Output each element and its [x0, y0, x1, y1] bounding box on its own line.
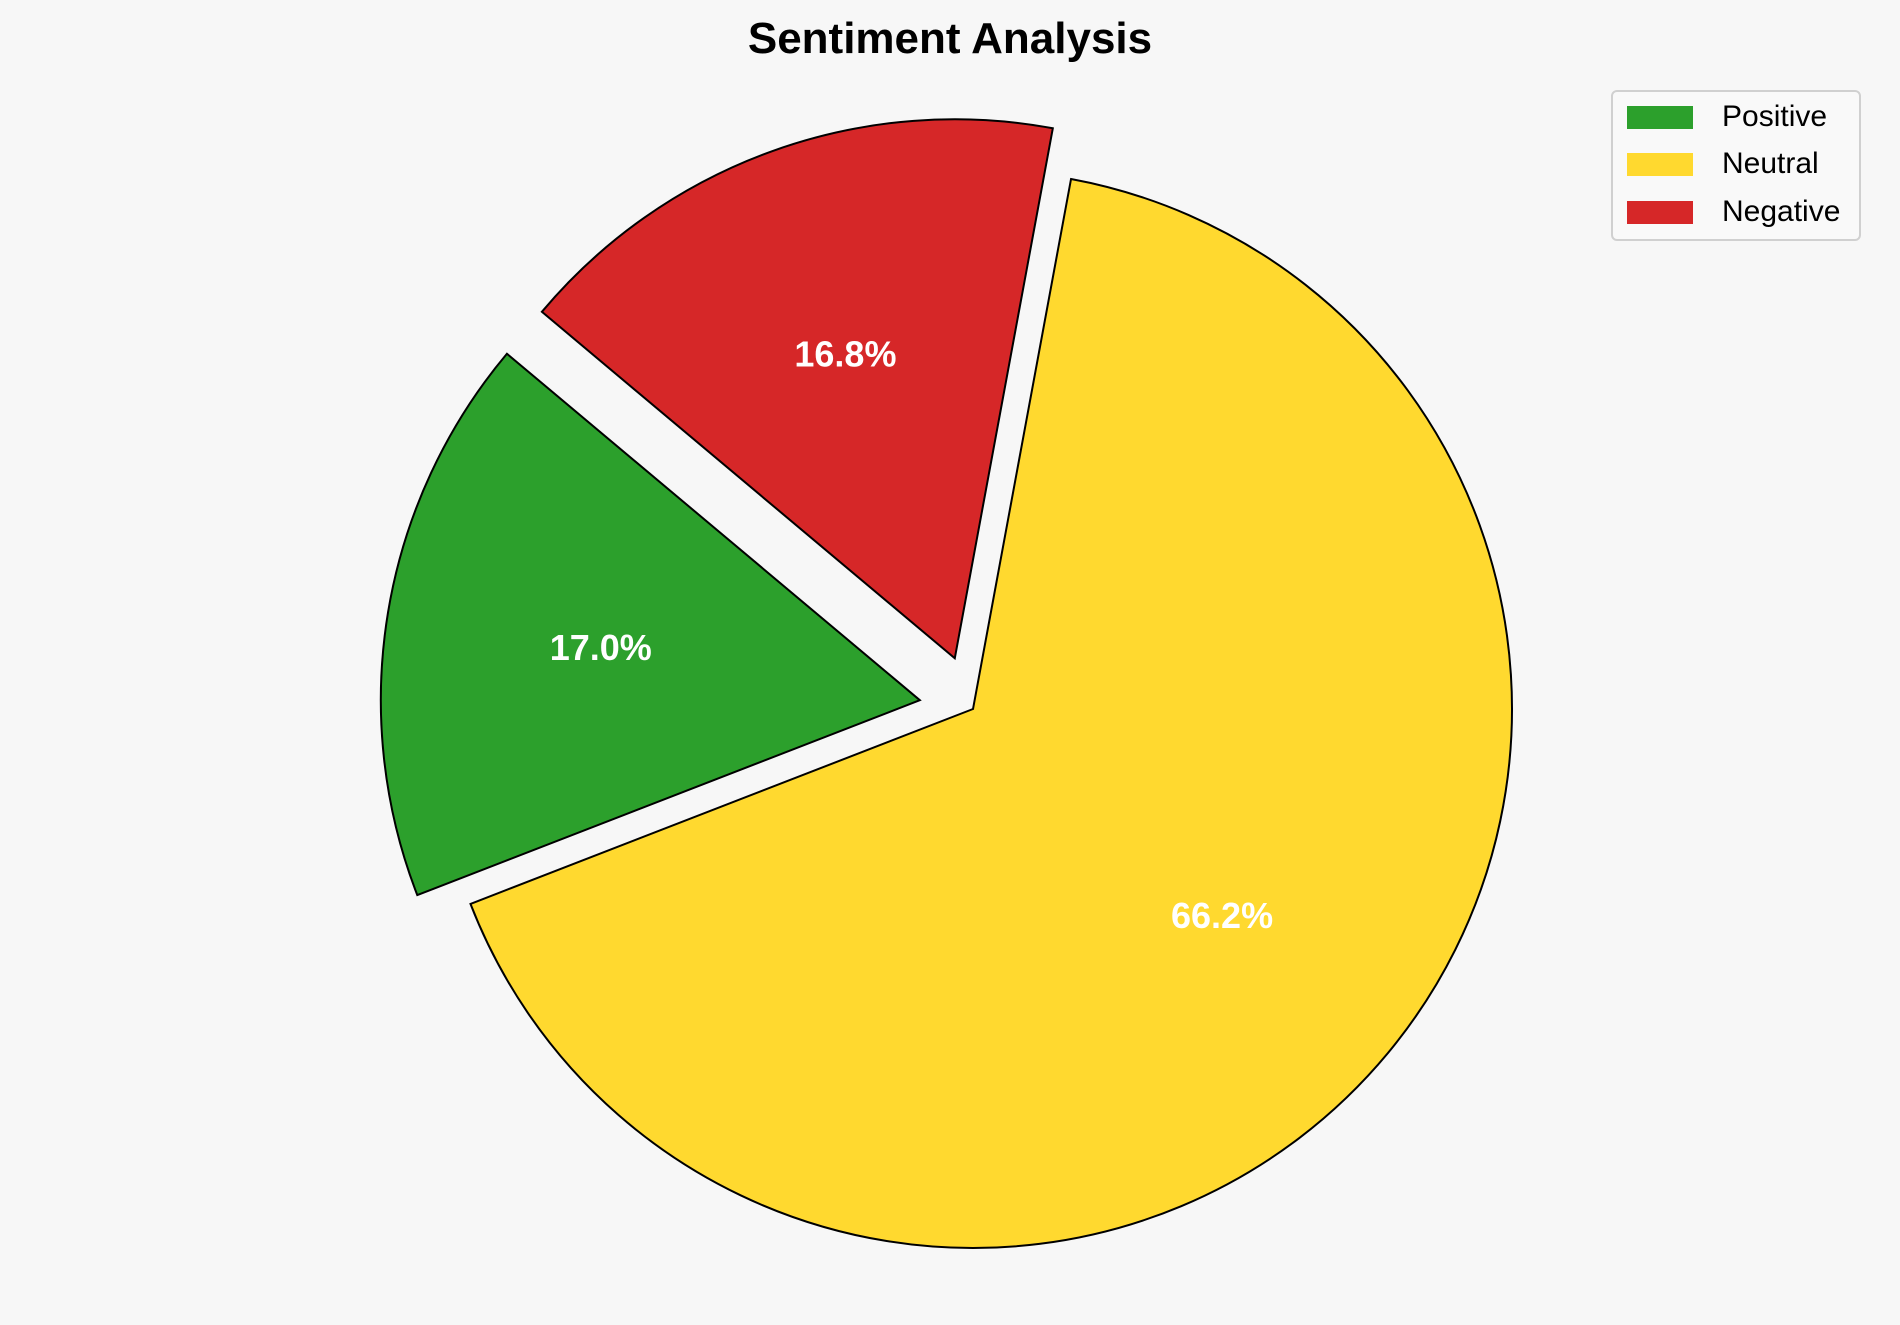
legend-item-positive: Positive: [1627, 97, 1827, 137]
legend-item-negative: Negative: [1627, 192, 1840, 232]
chart-title: Sentiment Analysis: [747, 14, 1153, 63]
slice-label-neutral: 66.2%: [1171, 895, 1273, 936]
slice-label-positive: 17.0%: [550, 627, 652, 668]
legend-label-positive: Positive: [1722, 100, 1828, 133]
legend-swatch-neutral: [1627, 152, 1693, 176]
legend-label-neutral: Neutral: [1722, 147, 1819, 180]
legend-label-negative: Negative: [1722, 195, 1841, 228]
pie-slice-negative: [540, 118, 1054, 661]
pie-slice-positive: [379, 352, 922, 897]
legend-item-neutral: Neutral: [1627, 144, 1819, 184]
legend-swatch-positive: [1627, 105, 1693, 129]
legend: Positive Neutral Negative: [1611, 90, 1861, 241]
legend-swatch-negative: [1627, 200, 1693, 224]
slice-label-negative: 16.8%: [794, 333, 896, 374]
pie-slice-neutral: [469, 177, 1513, 1249]
